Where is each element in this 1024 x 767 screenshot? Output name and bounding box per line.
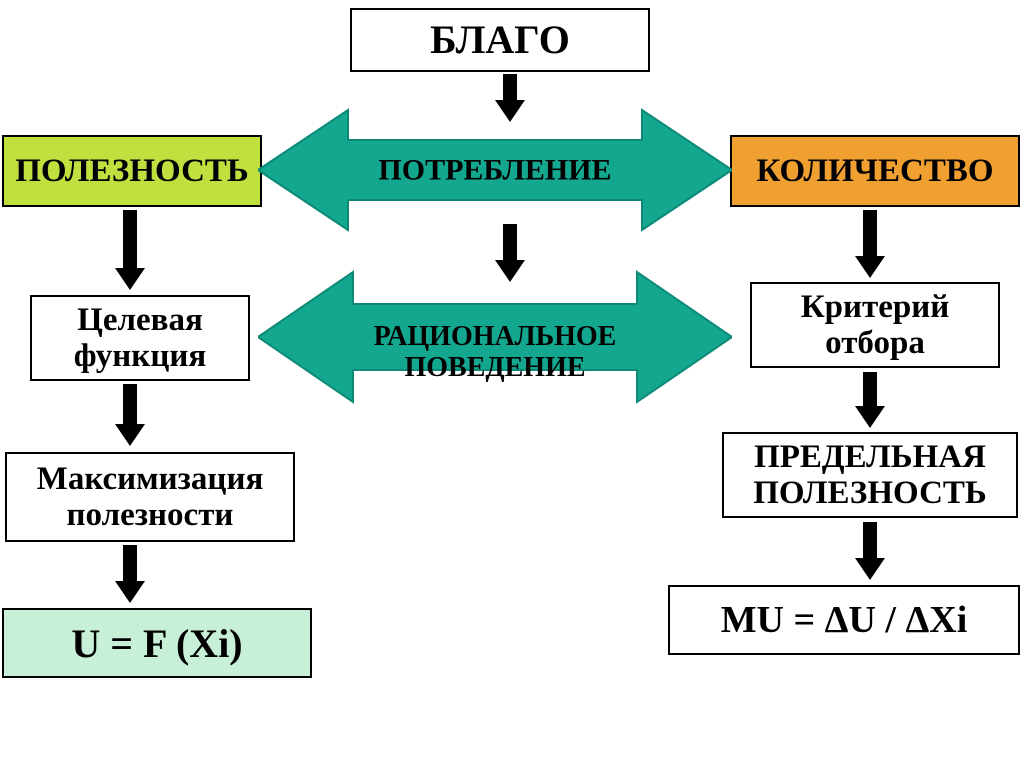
node-predel-label: ПРЕДЕЛЬНАЯ ПОЛЕЗНОСТЬ <box>753 439 987 512</box>
node-poleznost-label: ПОЛЕЗНОСТЬ <box>15 153 249 189</box>
arrow-potreblenie: ПОТРЕБЛЕНИЕ <box>258 100 732 240</box>
node-predel: ПРЕДЕЛЬНАЯ ПОЛЕЗНОСТЬ <box>722 432 1018 518</box>
arrow-right-2 <box>855 372 885 428</box>
arrow-right-1 <box>855 210 885 278</box>
arrow-left-3 <box>115 545 145 603</box>
formula-left-text: U = F (Xi) <box>71 620 242 667</box>
node-poleznost: ПОЛЕЗНОСТЬ <box>2 135 262 207</box>
arrow-right-3 <box>855 522 885 580</box>
node-kolichestvo-label: КОЛИЧЕСТВО <box>756 153 993 189</box>
arrow-potreblenie-label: ПОТРЕБЛЕНИЕ <box>378 154 611 187</box>
arrow-left-2 <box>115 384 145 446</box>
node-maksim: Максимизация полезности <box>5 452 295 542</box>
formula-right-text: MU = ΔU / ΔXi <box>721 598 968 642</box>
node-kriteriy: Критерий отбора <box>750 282 1000 368</box>
arrow-racional-label: РАЦИОНАЛЬНОЕ ПОВЕДЕНИЕ <box>374 321 617 383</box>
node-blago: БЛАГО <box>350 8 650 72</box>
node-celevaya: Целевая функция <box>30 295 250 381</box>
arrow-racional: РАЦИОНАЛЬНОЕ ПОВЕДЕНИЕ <box>258 262 732 412</box>
node-maksim-label: Максимизация полезности <box>37 461 264 534</box>
node-blago-label: БЛАГО <box>430 18 570 62</box>
arrow-left-1 <box>115 210 145 290</box>
node-celevaya-label: Целевая функция <box>74 302 206 375</box>
node-kolichestvo: КОЛИЧЕСТВО <box>730 135 1020 207</box>
node-kriteriy-label: Критерий отбора <box>801 289 950 362</box>
formula-right: MU = ΔU / ΔXi <box>668 585 1020 655</box>
formula-left: U = F (Xi) <box>2 608 312 678</box>
